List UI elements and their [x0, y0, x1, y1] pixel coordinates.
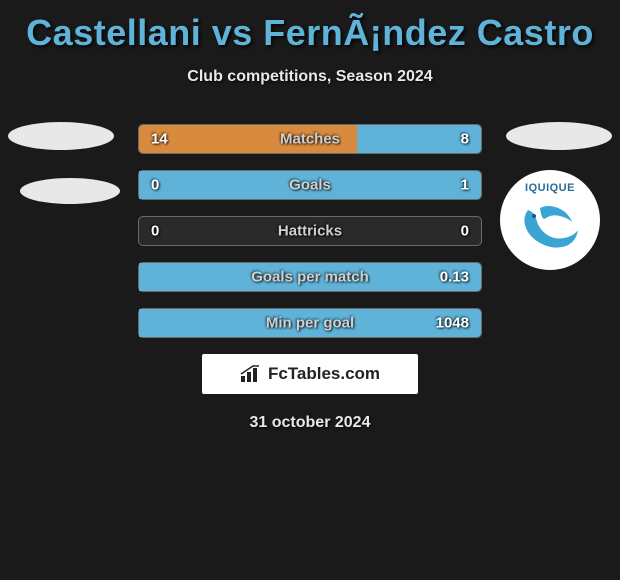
stats-container: 14 Matches 8 0 Goals 1 0 Hattricks 0 Goals per ma…	[0, 124, 620, 338]
stat-row: 0 Hattricks 0	[138, 216, 482, 246]
stat-label: Min per goal	[266, 315, 354, 332]
branding-text: FcTables.com	[268, 364, 380, 384]
date-text: 31 october 2024	[0, 414, 620, 432]
stat-row: Min per goal 1048	[138, 308, 482, 338]
stat-value-left: 14	[151, 131, 168, 148]
stat-label: Goals per match	[251, 269, 369, 286]
stat-value-left: 0	[151, 177, 159, 194]
stat-value-right: 8	[461, 131, 469, 148]
stat-value-right: 1	[461, 177, 469, 194]
stat-label: Hattricks	[278, 223, 342, 240]
page-title: Castellani vs FernÃ¡ndez Castro	[0, 0, 620, 54]
stat-row: 14 Matches 8	[138, 124, 482, 154]
branding-box: FcTables.com	[202, 354, 418, 394]
stat-label: Matches	[280, 131, 340, 148]
chart-icon	[240, 365, 262, 383]
stat-value-left: 0	[151, 223, 159, 240]
stat-value-right: 1048	[436, 315, 469, 332]
stat-row: 0 Goals 1	[138, 170, 482, 200]
stat-row: Goals per match 0.13	[138, 262, 482, 292]
subtitle: Club competitions, Season 2024	[0, 68, 620, 86]
stat-label: Goals	[289, 177, 331, 194]
stat-value-right: 0	[461, 223, 469, 240]
stat-value-right: 0.13	[440, 269, 469, 286]
